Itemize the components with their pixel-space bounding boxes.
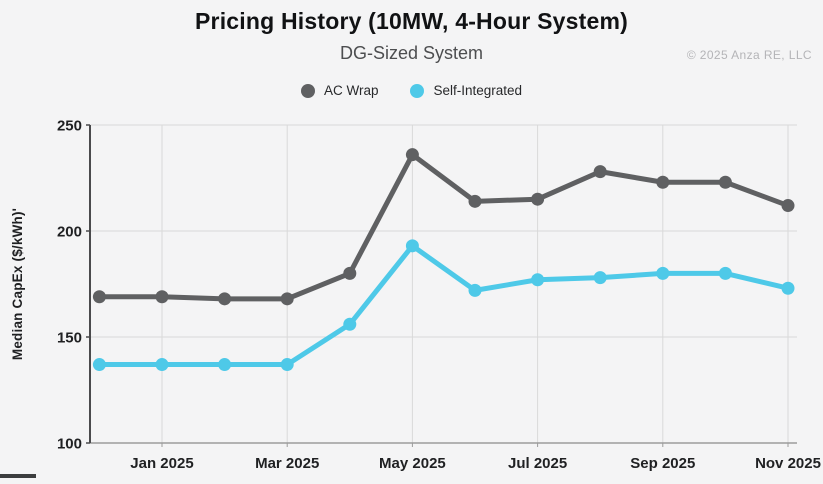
y-tick-label: 150	[57, 330, 82, 347]
data-point-self-integrated[interactable]	[718, 266, 732, 280]
data-point-self-integrated[interactable]	[593, 271, 607, 285]
legend-label-ac-wrap: AC Wrap	[323, 83, 379, 98]
data-point-self-integrated[interactable]	[656, 266, 670, 280]
x-tick-label: Jan 2025	[130, 455, 193, 472]
x-tick-label: Nov 2025	[755, 455, 821, 472]
bottom-edge-bar	[0, 474, 36, 478]
data-point-self-integrated[interactable]	[405, 239, 419, 253]
data-point-self-integrated[interactable]	[468, 283, 482, 297]
data-point-ac-wrap[interactable]	[343, 266, 357, 280]
y-tick-label: 100	[57, 436, 82, 453]
data-point-ac-wrap[interactable]	[593, 165, 607, 179]
data-point-ac-wrap[interactable]	[218, 292, 232, 306]
data-point-ac-wrap[interactable]	[781, 199, 795, 213]
data-point-ac-wrap[interactable]	[280, 292, 294, 306]
legend: AC Wrap Self-Integrated	[0, 83, 823, 98]
chart-subtitle: DG-Sized System	[339, 43, 484, 63]
y-tick-label: 250	[57, 118, 82, 135]
self-integrated-swatch-icon	[410, 83, 425, 98]
ac-wrap-swatch-icon	[300, 83, 315, 98]
data-point-self-integrated[interactable]	[155, 358, 169, 372]
legend-item-ac-wrap[interactable]: AC Wrap	[300, 83, 379, 98]
data-point-self-integrated[interactable]	[92, 358, 106, 372]
y-tick-label: 200	[57, 224, 82, 241]
pricing-history-chart: Jan 2025 Mar 2025 May 2025 Jul 2025 Sep 2025…	[10, 118, 821, 473]
legend-label-self-integrated: Self-Integrated	[433, 83, 523, 98]
x-tick-label: Jul 2025	[508, 455, 567, 472]
data-point-ac-wrap[interactable]	[531, 192, 545, 206]
x-tick-label: Mar 2025	[255, 455, 319, 472]
data-point-self-integrated[interactable]	[280, 358, 294, 372]
legend-item-self-integrated[interactable]: Self-Integrated	[410, 83, 522, 98]
data-point-ac-wrap[interactable]	[405, 148, 419, 162]
copyright-note: © 2025 Anza RE, LLC	[686, 48, 812, 62]
page-title: Pricing History (10MW, 4-Hour System)	[195, 8, 628, 34]
series-line-ac-wrap	[96, 152, 791, 302]
data-point-ac-wrap[interactable]	[468, 194, 482, 208]
data-point-self-integrated[interactable]	[218, 358, 232, 372]
y-axis-title: Median CapEx ($/kWh)'	[10, 208, 25, 360]
data-point-self-integrated[interactable]	[781, 281, 795, 295]
data-point-ac-wrap[interactable]	[92, 290, 106, 304]
data-point-ac-wrap[interactable]	[656, 175, 670, 189]
x-tick-label: May 2025	[379, 455, 446, 472]
data-point-ac-wrap[interactable]	[718, 175, 732, 189]
data-point-self-integrated[interactable]	[343, 317, 357, 331]
data-point-ac-wrap[interactable]	[155, 290, 169, 304]
data-point-self-integrated[interactable]	[531, 273, 545, 287]
x-tick-label: Sep 2025	[630, 455, 695, 472]
series-line-self-integrated	[96, 243, 791, 368]
